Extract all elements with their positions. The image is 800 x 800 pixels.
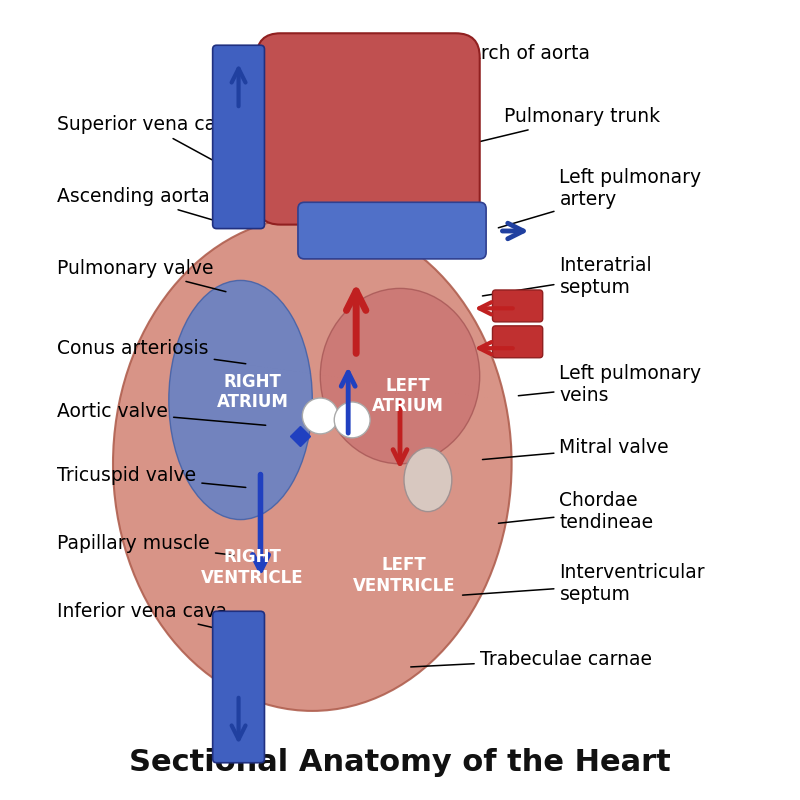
Text: Mitral valve: Mitral valve: [482, 438, 669, 459]
Ellipse shape: [320, 288, 480, 464]
Text: LEFT
ATRIUM: LEFT ATRIUM: [372, 377, 444, 415]
FancyBboxPatch shape: [493, 290, 542, 322]
Text: Superior vena cava: Superior vena cava: [57, 115, 239, 167]
FancyBboxPatch shape: [213, 611, 265, 762]
Ellipse shape: [113, 217, 512, 711]
Text: RIGHT
VENTRICLE: RIGHT VENTRICLE: [202, 548, 304, 587]
FancyBboxPatch shape: [298, 202, 486, 259]
FancyBboxPatch shape: [493, 326, 542, 358]
Text: RIGHT
ATRIUM: RIGHT ATRIUM: [217, 373, 289, 411]
Text: Trabeculae carnae: Trabeculae carnae: [410, 650, 652, 669]
Ellipse shape: [169, 281, 312, 519]
Text: LEFT
VENTRICLE: LEFT VENTRICLE: [353, 556, 455, 594]
FancyBboxPatch shape: [213, 46, 265, 229]
Text: Chordae
tendineae: Chordae tendineae: [498, 491, 654, 532]
Text: Papillary muscle: Papillary muscle: [57, 534, 234, 555]
Ellipse shape: [404, 448, 452, 512]
Text: Left pulmonary
artery: Left pulmonary artery: [498, 168, 702, 228]
Ellipse shape: [334, 402, 370, 438]
Text: Inferior vena cava: Inferior vena cava: [57, 602, 227, 630]
Text: Conus arteriosis: Conus arteriosis: [57, 338, 246, 364]
Text: Aortic valve: Aortic valve: [57, 402, 266, 426]
Ellipse shape: [302, 398, 338, 434]
Text: Interventricular
septum: Interventricular septum: [462, 563, 705, 604]
Text: Tricuspid valve: Tricuspid valve: [57, 466, 246, 487]
Text: Interatrial
septum: Interatrial septum: [482, 256, 652, 297]
Text: Pulmonary trunk: Pulmonary trunk: [402, 107, 660, 160]
Text: Left pulmonary
veins: Left pulmonary veins: [518, 363, 702, 405]
FancyBboxPatch shape: [257, 34, 480, 225]
Text: Pulmonary valve: Pulmonary valve: [57, 259, 226, 292]
Text: Arch of aorta: Arch of aorta: [386, 44, 590, 81]
Text: Sectional Anatomy of the Heart: Sectional Anatomy of the Heart: [129, 748, 671, 778]
Text: Ascending aorta: Ascending aorta: [57, 187, 226, 224]
